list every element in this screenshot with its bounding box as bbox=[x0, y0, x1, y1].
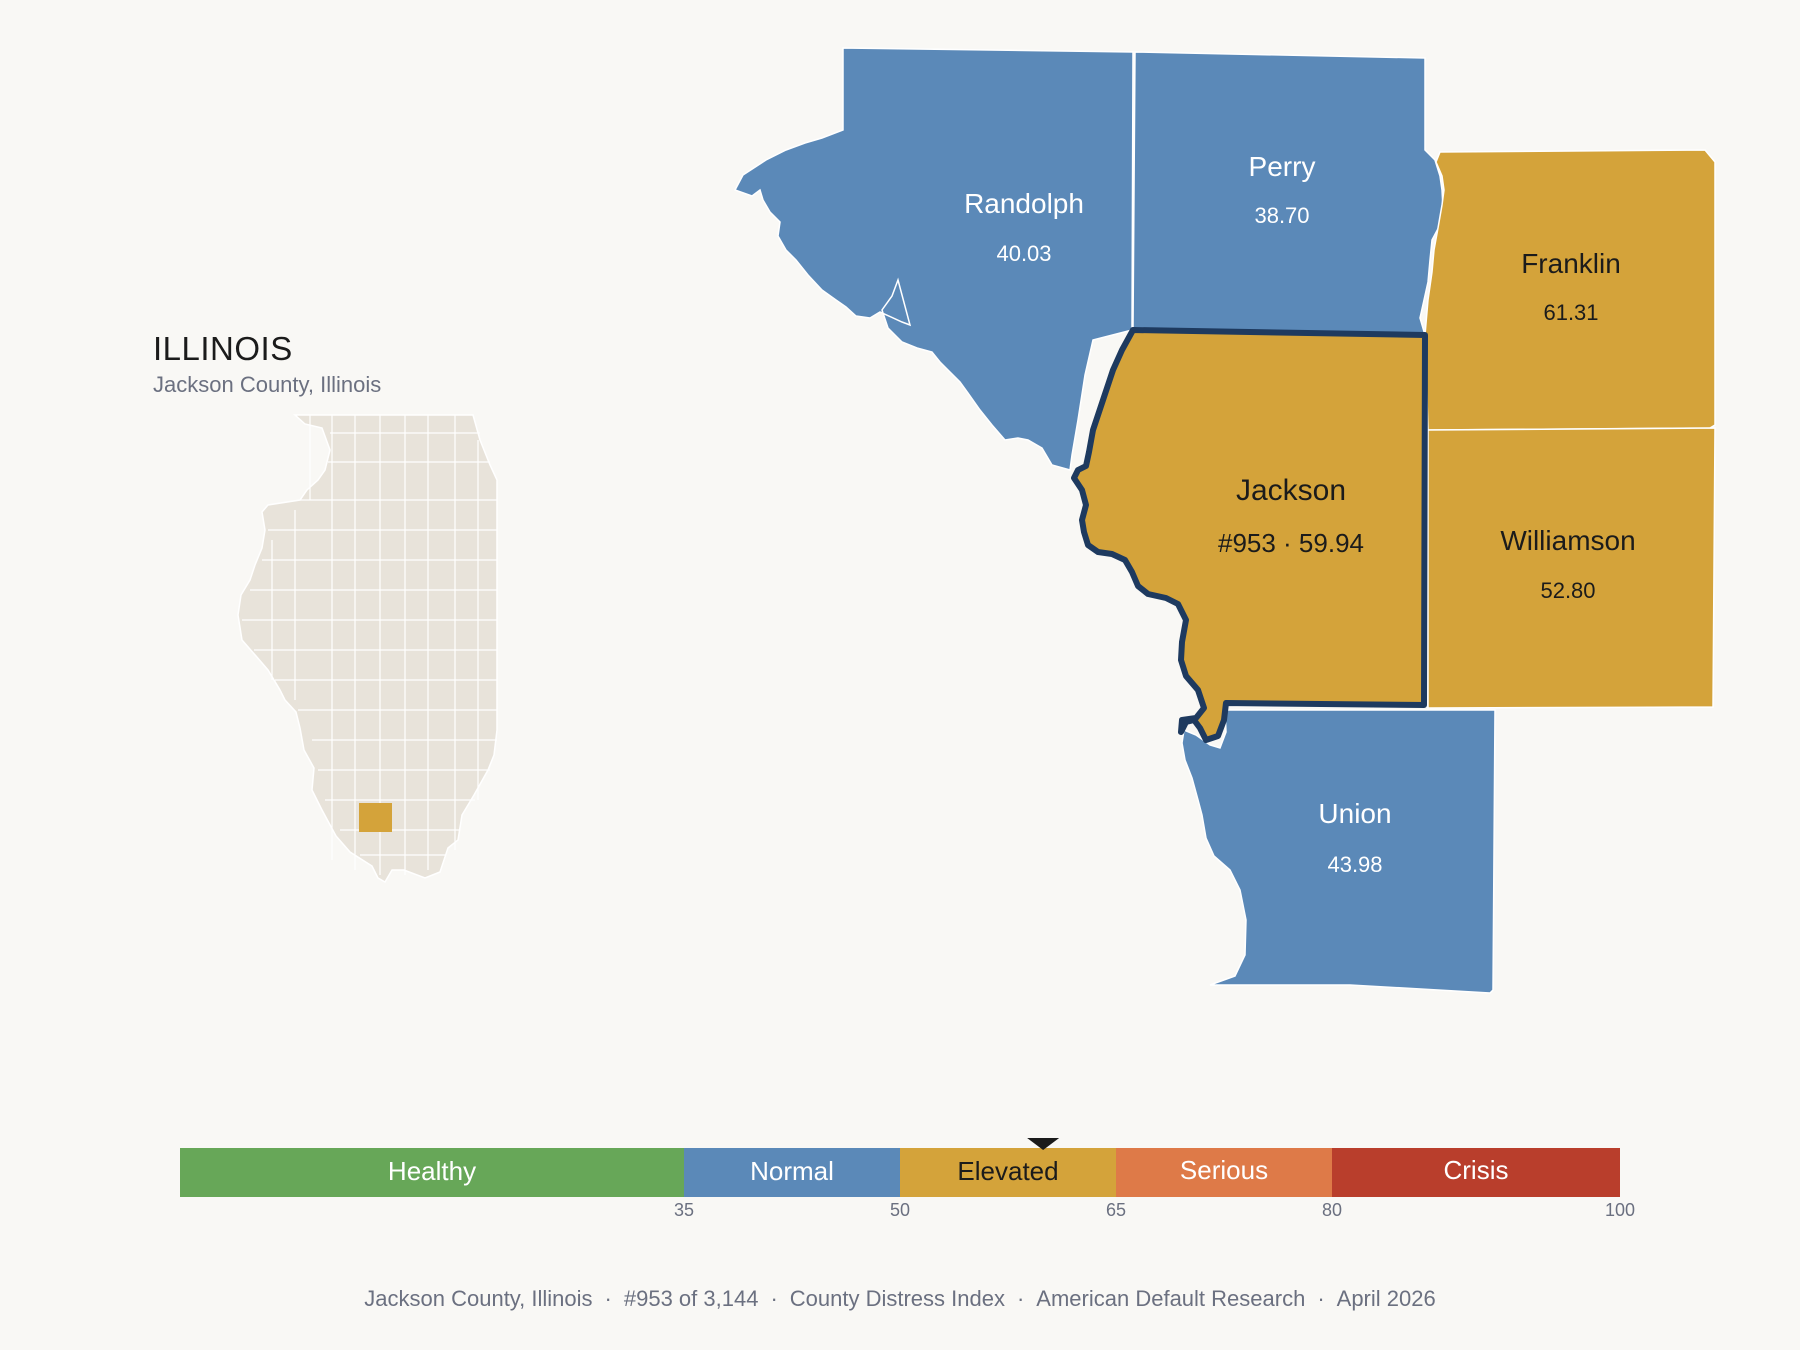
footer-rank: #953 of 3,144 bbox=[623, 1286, 759, 1311]
label-jackson-name: Jackson bbox=[1236, 474, 1346, 507]
inset-jackson-highlight bbox=[359, 803, 392, 832]
scale-label-healthy: Healthy bbox=[388, 1156, 476, 1186]
scale-band-elevated bbox=[900, 1148, 1116, 1197]
label-union-name: Union bbox=[1318, 798, 1391, 829]
label-randolph-name: Randolph bbox=[964, 188, 1084, 219]
scale-label-normal: Normal bbox=[750, 1156, 834, 1186]
county-franklin[interactable] bbox=[1424, 149, 1716, 431]
county-labels: Randolph 40.03 Perry 38.70 Franklin 61.3… bbox=[964, 151, 1636, 877]
scale-tick-80: 80 bbox=[1322, 1200, 1342, 1220]
scale-label-elevated: Elevated bbox=[957, 1156, 1058, 1186]
label-randolph-value: 40.03 bbox=[996, 241, 1051, 266]
footer-source: American Default Research bbox=[1036, 1286, 1306, 1311]
scale-tick-65: 65 bbox=[1106, 1200, 1126, 1220]
footer-county: Jackson County, Illinois bbox=[364, 1286, 593, 1311]
scale-label-serious: Serious bbox=[1180, 1155, 1268, 1185]
label-williamson-value: 52.80 bbox=[1540, 578, 1595, 603]
label-williamson-name: Williamson bbox=[1500, 525, 1635, 556]
label-perry-name: Perry bbox=[1249, 151, 1316, 182]
county-randolph[interactable] bbox=[733, 47, 1134, 471]
county-perry[interactable] bbox=[1132, 51, 1444, 336]
footer-date: April 2026 bbox=[1336, 1286, 1436, 1311]
footer-separator: · bbox=[1317, 1286, 1325, 1311]
scale-tick-35: 35 bbox=[674, 1200, 694, 1220]
label-union-value: 43.98 bbox=[1327, 852, 1382, 877]
footer-separator: · bbox=[604, 1286, 612, 1311]
county-williamson[interactable] bbox=[1427, 427, 1716, 709]
county-union[interactable] bbox=[1181, 709, 1496, 994]
scale-band-serious bbox=[1116, 1148, 1332, 1197]
state-title: ILLINOIS bbox=[153, 330, 293, 367]
scale-band-healthy bbox=[180, 1148, 684, 1197]
scale-tick-50: 50 bbox=[890, 1200, 910, 1220]
county-map bbox=[733, 47, 1716, 994]
footer-separator: · bbox=[1016, 1286, 1025, 1311]
scale-band-crisis bbox=[1332, 1148, 1620, 1197]
label-franklin-value: 61.31 bbox=[1543, 300, 1598, 325]
illinois-outline bbox=[237, 414, 498, 884]
scale-tick-100: 100 bbox=[1605, 1200, 1635, 1220]
footer: Jackson County, Illinois · #953 of 3,144 · C… bbox=[0, 1286, 1800, 1312]
scale-label-crisis: Crisis bbox=[1444, 1155, 1509, 1185]
label-franklin-name: Franklin bbox=[1521, 248, 1621, 279]
label-jackson-value: #953 · 59.94 bbox=[1218, 528, 1364, 558]
illinois-inset-map bbox=[237, 414, 498, 884]
scale-marker bbox=[1027, 1138, 1060, 1150]
label-perry-value: 38.70 bbox=[1254, 203, 1309, 228]
scale-band-normal bbox=[684, 1148, 900, 1197]
footer-index: County Distress Index bbox=[789, 1286, 1005, 1311]
state-subtitle: Jackson County, Illinois bbox=[153, 372, 382, 397]
distress-scale: Healthy Normal Elevated Serious Crisis 3… bbox=[180, 1138, 1635, 1220]
county-jackson[interactable] bbox=[1071, 327, 1428, 743]
footer-separator: · bbox=[770, 1286, 778, 1311]
